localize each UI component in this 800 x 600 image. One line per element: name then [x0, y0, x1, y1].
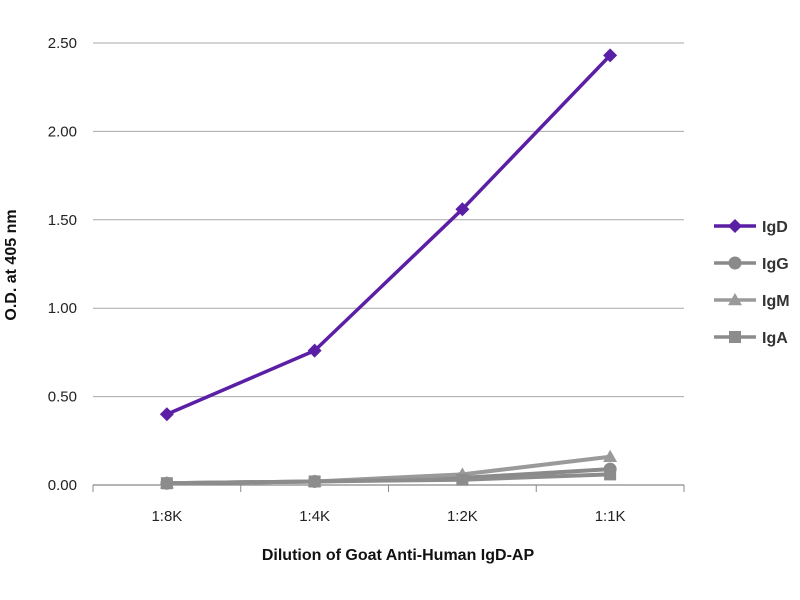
x-tick-label: 1:2K [447, 508, 478, 525]
legend-item-iga: IgA [714, 330, 788, 347]
series-iga [160, 468, 617, 490]
legend-marker [729, 331, 741, 343]
x-axis-title: Dilution of Goat Anti-Human IgD-AP [262, 547, 535, 564]
x-tick-label: 1:1K [595, 508, 626, 525]
legend-marker [728, 293, 742, 306]
legend-item-igg: IgG [714, 256, 789, 273]
data-point [160, 477, 173, 490]
x-tick-label: 1:8K [151, 508, 182, 525]
data-point [603, 48, 618, 63]
legend: IgD IgG IgM IgA [714, 219, 790, 347]
y-tick-label: 0.00 [48, 477, 77, 494]
series-igd [159, 48, 618, 422]
y-tick-label: 2.50 [48, 35, 77, 52]
legend-label: IgD [762, 219, 788, 236]
legend-label: IgA [762, 330, 788, 347]
data-point [159, 407, 174, 422]
legend-item-igm: IgM [714, 293, 790, 310]
y-tick-label: 2.00 [48, 123, 77, 140]
plot-series [159, 48, 618, 490]
legend-marker [728, 256, 742, 270]
data-point [308, 475, 321, 488]
legend-label: IgM [762, 293, 790, 310]
x-tick-label: 1:4K [299, 508, 330, 525]
data-point [307, 343, 322, 358]
legend-item-igd: IgD [714, 219, 788, 236]
data-point [456, 473, 469, 486]
series-line [166, 472, 611, 486]
data-point [603, 449, 618, 462]
y-tick-label: 1.50 [48, 212, 77, 229]
axes [92, 484, 685, 492]
y-tick-labels: 0.00 0.50 1.00 1.50 2.00 2.50 [48, 35, 77, 494]
data-point [604, 468, 617, 481]
legend-marker [728, 219, 742, 233]
x-tick-labels: 1:8K 1:4K 1:2K 1:1K [151, 508, 625, 525]
series-line [166, 54, 612, 416]
gridlines [93, 42, 684, 398]
y-axis-title: O.D. at 405 nm [3, 209, 20, 320]
y-tick-label: 0.50 [48, 389, 77, 406]
legend-label: IgG [762, 256, 789, 273]
data-point [455, 202, 470, 217]
y-tick-label: 1.00 [48, 300, 77, 317]
